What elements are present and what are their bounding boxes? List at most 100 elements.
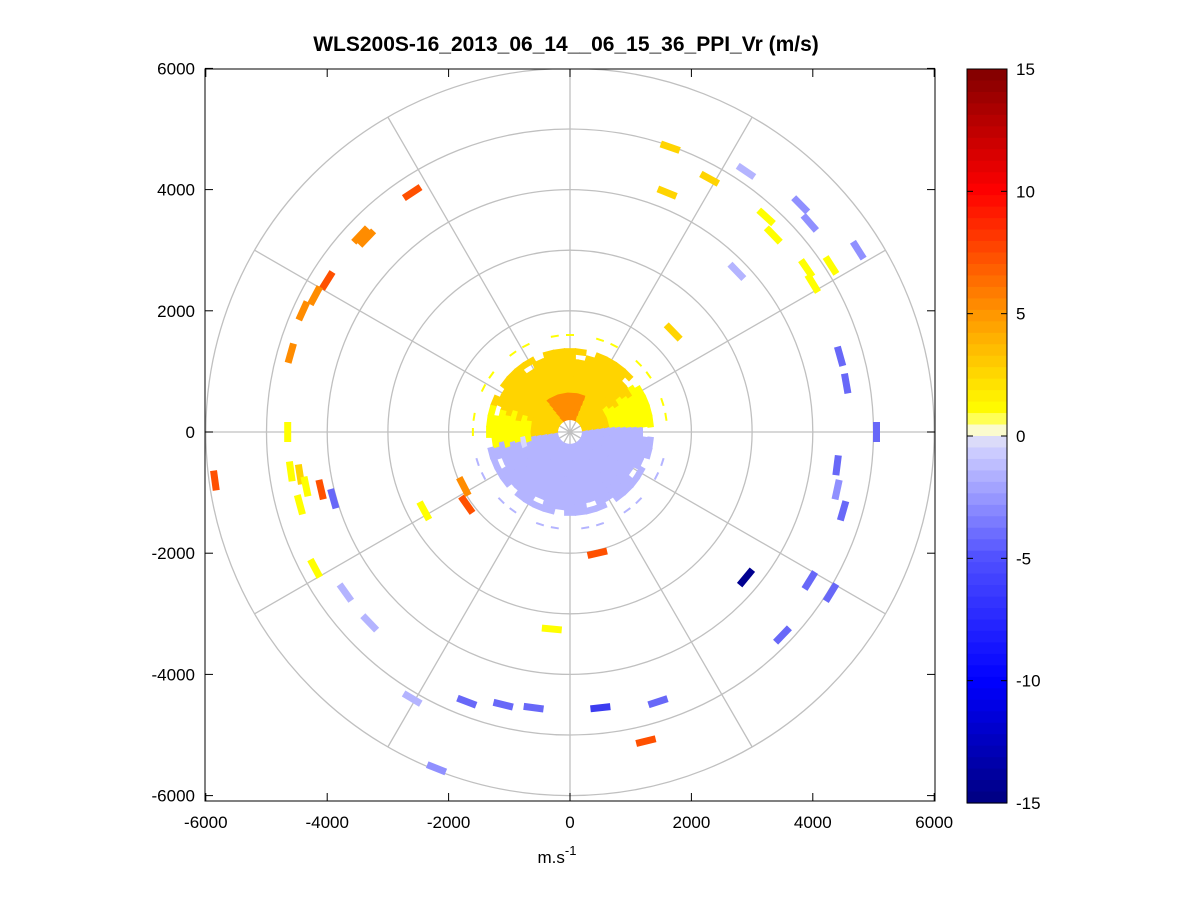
colorbar-tick-label: 5 <box>1016 305 1025 324</box>
core-cell <box>490 394 501 408</box>
core-cell <box>621 465 634 479</box>
velocity-segment <box>832 454 842 476</box>
core-cell <box>589 367 603 379</box>
colorbar-cell <box>967 195 1007 208</box>
velocity-segment <box>456 694 478 709</box>
colorbar-cell <box>967 493 1007 506</box>
core-cell <box>490 456 501 470</box>
core-cell <box>607 446 619 460</box>
core-cell <box>513 385 526 400</box>
y-tick-label: 0 <box>186 423 195 442</box>
core-cell <box>596 444 608 457</box>
colorbar-gradient <box>967 69 1007 804</box>
core-cell <box>643 404 653 418</box>
core-cell <box>605 370 620 383</box>
core-cell <box>614 426 622 438</box>
velocity-segment <box>727 261 747 282</box>
core-cell <box>591 380 605 393</box>
core-cell <box>627 474 641 488</box>
colorbar-cell <box>967 149 1007 162</box>
core-cell <box>534 490 549 501</box>
colorbar-cell <box>967 722 1007 735</box>
core-cell <box>576 386 590 397</box>
core-cell <box>614 455 627 469</box>
core-cell <box>561 481 574 489</box>
sparse-cell <box>595 337 605 342</box>
velocity-segment <box>300 475 312 498</box>
core-cell <box>600 464 614 478</box>
core-cell <box>619 404 631 418</box>
colorbar-cell <box>967 481 1007 494</box>
velocity-segment <box>284 422 292 442</box>
core-cell <box>607 394 620 409</box>
core-cell <box>491 436 500 450</box>
colorbar-cell <box>967 676 1007 689</box>
colorbar-cell <box>967 458 1007 472</box>
core-cell <box>612 368 626 382</box>
velocity-segment <box>456 476 472 497</box>
colorbar-cell <box>967 172 1007 185</box>
core-cell <box>540 372 554 384</box>
core-cell <box>487 404 497 418</box>
colorbar-cell <box>967 263 1007 277</box>
sparse-cell <box>550 526 559 530</box>
colorbar-cell <box>967 757 1007 770</box>
core-cell <box>598 479 612 492</box>
sparse-cell <box>509 350 517 357</box>
velocity-segment <box>295 300 311 322</box>
core-cell <box>581 476 596 488</box>
sparse-cell <box>488 371 495 379</box>
core-cell <box>517 399 530 413</box>
core-cell <box>521 404 533 419</box>
core-cell <box>497 409 507 423</box>
core-cell <box>522 356 537 368</box>
core-cell <box>613 473 627 487</box>
sparse-cell <box>653 471 660 481</box>
core-cell <box>592 428 600 436</box>
velocity-segment <box>492 698 514 711</box>
core-cell <box>634 465 646 480</box>
core-cell <box>586 492 601 503</box>
colorbar-cell <box>967 734 1007 747</box>
core-cell <box>582 458 595 470</box>
velocity-segment <box>425 761 448 776</box>
core-cell <box>566 470 579 478</box>
colorbar-cell <box>967 332 1007 345</box>
core-cell <box>581 376 596 388</box>
core-cell <box>487 446 497 460</box>
core-cell <box>609 426 616 438</box>
core-cell <box>523 459 536 474</box>
sparse-cell <box>595 522 605 527</box>
velocity-segment <box>336 582 355 603</box>
sparse-cell <box>645 371 652 379</box>
velocity-segment <box>798 258 816 279</box>
core-cell <box>589 485 603 497</box>
core-cell <box>585 390 600 403</box>
core-cell <box>514 441 524 455</box>
core-cell <box>625 404 636 418</box>
colorbar-cell <box>967 619 1007 632</box>
core-cell <box>506 474 520 488</box>
velocity-segment <box>801 570 819 591</box>
x-axis-label-text: m.s <box>538 848 565 867</box>
core-cell <box>553 348 566 357</box>
core-cell <box>532 501 546 512</box>
core-cell <box>627 456 639 470</box>
core-cell <box>561 369 574 377</box>
colorbar-cell <box>967 562 1007 575</box>
core-cell <box>500 465 513 480</box>
core-cell <box>566 358 579 366</box>
core-cell <box>564 509 576 516</box>
sparse-cell <box>610 342 619 349</box>
core-cell <box>564 503 576 511</box>
core-cell <box>566 408 574 415</box>
core-cell <box>598 372 612 385</box>
core-cell <box>526 395 539 409</box>
colorbar-cell <box>967 608 1007 621</box>
core-cell <box>529 400 542 414</box>
core-cell <box>583 469 598 481</box>
core-cell <box>533 388 547 401</box>
sparse-cell <box>566 334 574 336</box>
colorbar-cell <box>967 286 1007 299</box>
y-axis-ticks: 6000 4000 2000 0 -2000 -4000 -6000 <box>152 59 935 806</box>
